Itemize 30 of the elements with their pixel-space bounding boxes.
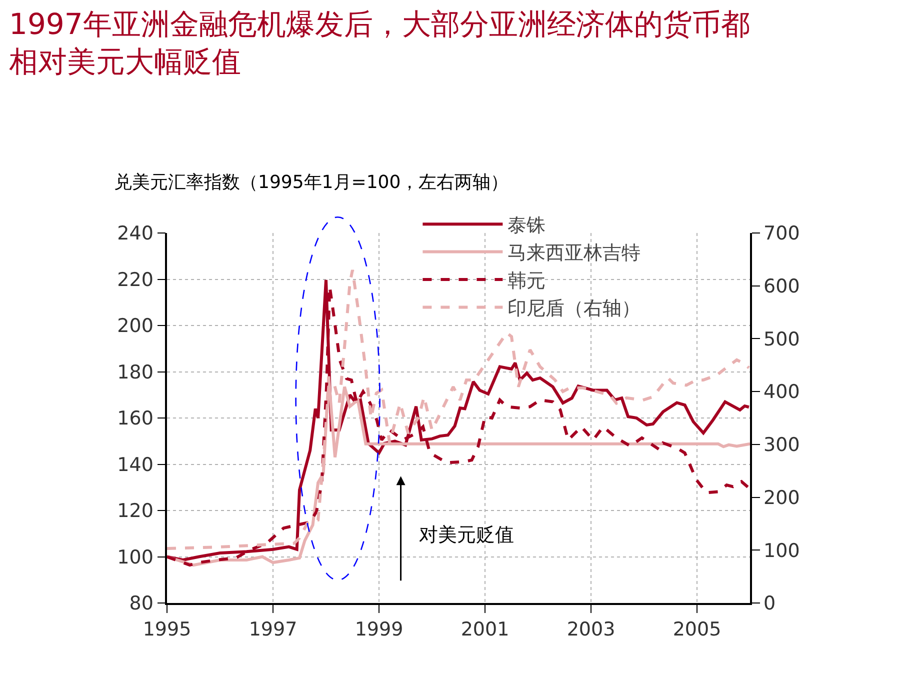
x-tick-label: 1999	[354, 618, 404, 641]
y-tick-label: 220	[117, 268, 154, 291]
x-tick-label: 1997	[248, 618, 298, 641]
y2-tick-label: 100	[764, 540, 800, 562]
chart-subtitle: 兑美元汇率指数（1995年1月=100，左右两轴）	[114, 172, 509, 193]
y-tick-label: 120	[117, 500, 154, 522]
y-tick-label: 200	[117, 315, 154, 338]
y2-tick-label: 600	[764, 276, 800, 298]
y-tick-label: 100	[117, 546, 154, 568]
legend-label: 泰铢	[508, 214, 546, 237]
y-tick-label: 80	[129, 592, 154, 615]
y2-tick-label: 0	[764, 592, 776, 615]
annotation: 对美元贬值	[419, 524, 514, 546]
chart-title: 1997年亚洲金融危机爆发后，大部分亚洲经济体的货币都相对美元大幅贬值	[9, 7, 750, 79]
legend-label: 马来西亚林吉特	[508, 242, 641, 264]
y-tick-label: 160	[117, 408, 154, 430]
y2-tick-label: 700	[764, 222, 800, 245]
x-tick-label: 2005	[672, 618, 722, 641]
y-tick-label: 140	[117, 454, 154, 476]
x-tick-label: 1995	[142, 618, 192, 641]
legend-label: 印尼盾（右轴）	[508, 298, 641, 320]
x-tick-label: 2003	[566, 618, 616, 641]
x-tick-label: 2001	[460, 618, 510, 641]
y2-tick-label: 200	[764, 486, 800, 509]
legend-label: 韩元	[508, 270, 546, 292]
y2-tick-label: 400	[764, 381, 800, 404]
y-tick-label: 180	[117, 361, 154, 384]
y2-tick-label: 500	[764, 328, 800, 350]
y2-tick-label: 300	[764, 434, 800, 456]
y-tick-label: 240	[117, 222, 154, 245]
